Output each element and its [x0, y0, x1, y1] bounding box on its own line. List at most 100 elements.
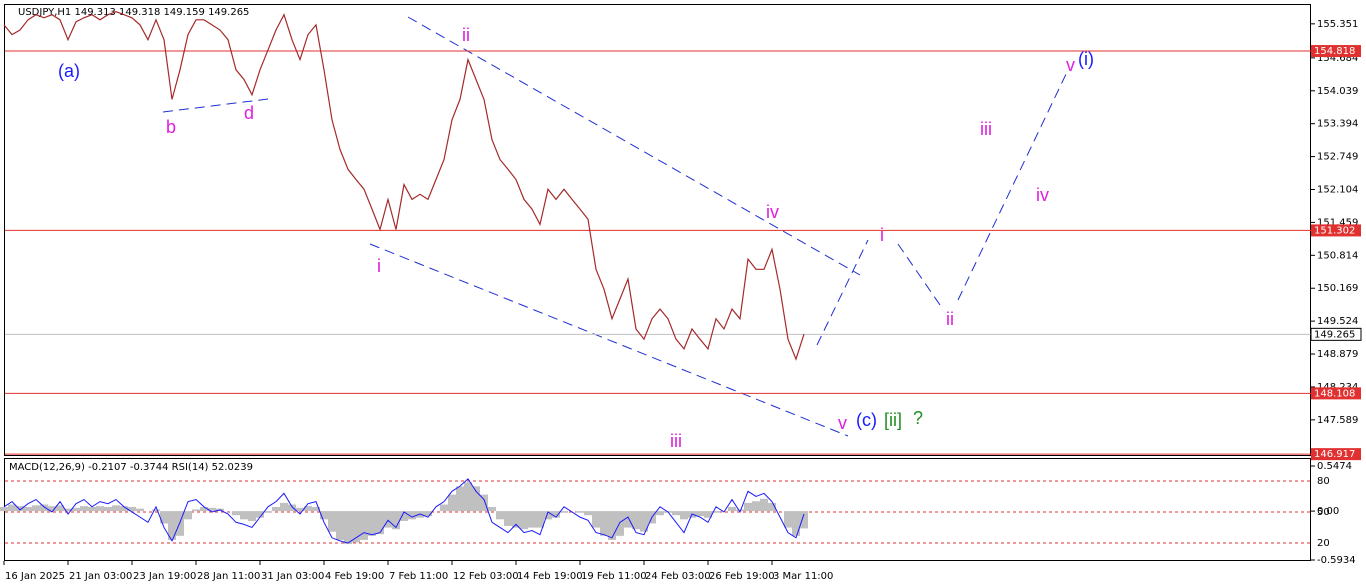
macd-bar [744, 502, 752, 512]
macd-bar [600, 511, 608, 536]
forecast-3 [957, 69, 1069, 301]
macd-bar [288, 504, 296, 512]
bd-line [162, 98, 269, 113]
wave-label: ? [913, 408, 923, 428]
level-label-bg [1311, 224, 1361, 237]
macd-bar [424, 511, 432, 517]
macd-bar [136, 508, 144, 512]
x-tick-label: 31 Jan 03:00 [261, 571, 324, 582]
macd-bar [792, 511, 800, 536]
macd-bar [272, 506, 280, 512]
forecast-2 [897, 243, 941, 306]
current-price-label: 149.265 [1314, 329, 1355, 340]
macd-bar [16, 506, 24, 512]
macd-bar [152, 509, 160, 512]
price-line [3, 11, 805, 361]
macd-bar [208, 507, 216, 512]
macd-bar [520, 511, 528, 530]
x-tick-label: 4 Feb 19:00 [325, 571, 384, 582]
macd-bar [408, 511, 416, 520]
macd-bar [752, 501, 760, 512]
macd-bar [24, 506, 32, 512]
macd-bar [544, 511, 552, 520]
x-tick-label: 7 Feb 11:00 [389, 571, 448, 582]
macd-bar [240, 511, 248, 520]
macd-bar [200, 506, 208, 512]
macd-bar [576, 511, 584, 513]
wave-label: b [166, 117, 176, 137]
macd-bar [312, 506, 320, 512]
macd-bar [680, 511, 688, 520]
macd-bar [8, 504, 16, 512]
macd-bar [560, 511, 568, 513]
macd-bar [56, 505, 64, 512]
macd-bar [0, 506, 8, 512]
wave-label: iv [766, 202, 779, 222]
macd-bar [104, 506, 112, 512]
macd-bar [128, 506, 136, 512]
level-label: 154.818 [1314, 46, 1355, 57]
level-label-bg [1311, 387, 1361, 400]
macd-bar [328, 511, 336, 532]
x-tick-label: 14 Feb 19:00 [517, 571, 583, 582]
macd-bar [232, 511, 240, 516]
macd-bar [40, 504, 48, 512]
macd-bar [96, 506, 104, 512]
macd-bar [448, 494, 456, 512]
wave-label: iii [670, 431, 682, 451]
macd-bar [344, 511, 352, 545]
rsi-line [3, 478, 805, 544]
macd-bar [784, 511, 792, 528]
macd-bar [440, 504, 448, 512]
macd-bar [512, 511, 520, 528]
y-tick-label: 148.879 [1317, 349, 1358, 360]
macd-bar [464, 482, 472, 512]
macd-bar [456, 486, 464, 512]
macd-bar [192, 509, 200, 512]
macd-bar [368, 511, 376, 536]
wave-label: (a) [58, 61, 80, 81]
y-tick-label: 20 [1317, 538, 1330, 549]
x-tick-label: 19 Feb 11:00 [581, 571, 647, 582]
macd-bar [712, 511, 720, 513]
y2-tick-label: 0.00 [1317, 506, 1339, 517]
wave-label: d [244, 103, 254, 123]
macd-bar [352, 511, 360, 543]
y-tick-label: 153.394 [1317, 119, 1358, 130]
macd-bar [256, 511, 264, 518]
wave-label: ii [462, 25, 470, 45]
level-label: 146.917 [1314, 449, 1355, 460]
macd-bar [184, 511, 192, 520]
wave-label: (i) [1078, 49, 1094, 69]
macd-bar [672, 511, 680, 516]
macd-bar [48, 506, 56, 512]
level-label: 148.108 [1314, 388, 1355, 399]
macd-bar [336, 511, 344, 540]
macd-bar [384, 511, 392, 528]
x-tick-label: 23 Jan 19:00 [133, 571, 196, 582]
wave-label: v [1066, 55, 1075, 75]
y-tick-label: 154.039 [1317, 86, 1358, 97]
macd-bar [80, 506, 88, 512]
macd-bar [736, 509, 744, 512]
y-tick-label: 155.351 [1317, 19, 1358, 30]
macd-bar [608, 511, 616, 540]
x-tick-label: 24 Feb 03:00 [645, 571, 711, 582]
wave-label: ii [946, 309, 954, 329]
macd-bar [32, 505, 40, 512]
macd-bar [504, 511, 512, 526]
macd-bar [72, 507, 80, 512]
y-tick-label: 149.524 [1317, 316, 1358, 327]
macd-bar [392, 511, 400, 530]
y-tick-label: 50 [1317, 507, 1330, 518]
macd-bar [88, 506, 96, 512]
current-price-bg [1310, 327, 1362, 341]
y-tick-label: 152.749 [1317, 152, 1358, 163]
y2-tick-label: -0.5934 [1317, 555, 1356, 566]
macd-bar [656, 511, 664, 516]
macd-bar [536, 511, 544, 528]
macd-bar [304, 506, 312, 512]
x-tick-label: 3 Mar 11:00 [773, 571, 833, 582]
